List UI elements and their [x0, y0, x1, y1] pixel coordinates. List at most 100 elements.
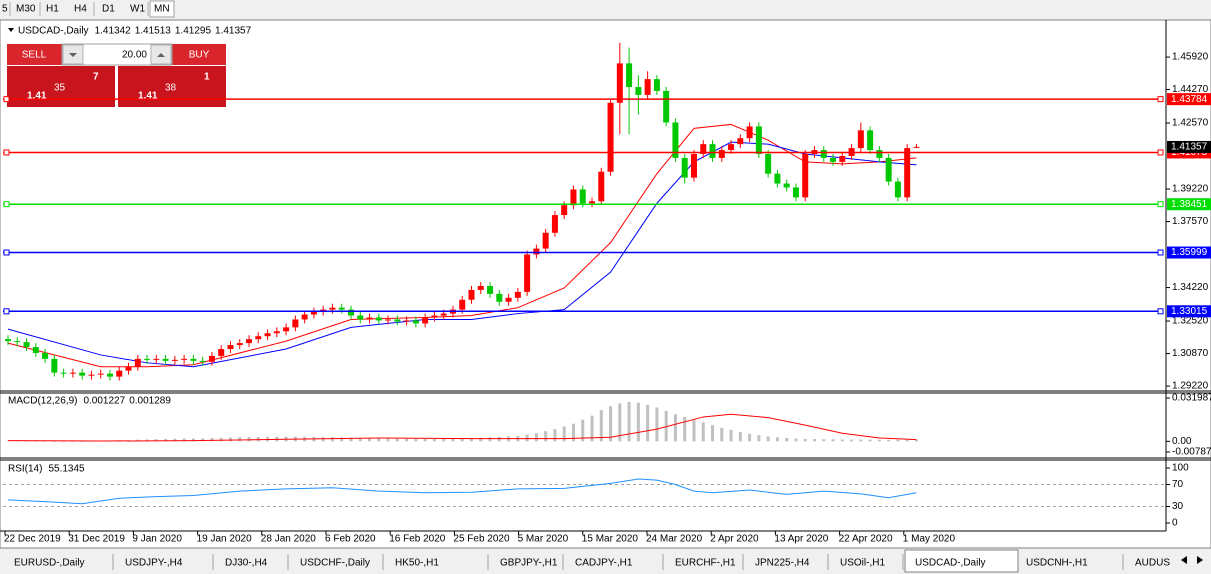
candle-body: [477, 285, 484, 290]
sell-price-box[interactable]: [7, 66, 115, 107]
y-tick-label: 1.44270: [1172, 84, 1209, 95]
macd-bar: [238, 437, 242, 442]
candle-body: [23, 342, 30, 348]
candle-body: [728, 144, 735, 151]
tab[interactable]: USDCAD-,Daily: [915, 558, 986, 569]
tab[interactable]: USDCHF-,Daily: [300, 558, 370, 569]
header-value: 1.41295: [175, 26, 212, 37]
macd-bar: [349, 437, 353, 442]
tab[interactable]: JPN225-,H4: [755, 558, 810, 569]
macd-bar: [609, 406, 613, 442]
y-tick-label: 1.32520: [1172, 316, 1209, 327]
y-tick-label: 0.031987: [1172, 393, 1211, 404]
timeframe-button[interactable]: H4: [74, 4, 87, 15]
macd-bar: [581, 419, 585, 442]
price-big: 1.41: [27, 91, 47, 102]
timeframe-button[interactable]: 5: [2, 4, 8, 15]
buy-price-box[interactable]: [118, 66, 226, 107]
price-main: 38: [165, 83, 177, 94]
candle-body: [51, 358, 58, 373]
header-value: 1.41342: [95, 26, 132, 37]
tab[interactable]: DJ30-,H4: [225, 558, 268, 569]
macd-bar: [655, 407, 659, 442]
level-handle: [3, 201, 10, 208]
timeframe-button[interactable]: D1: [102, 4, 115, 15]
macd-bar: [720, 427, 724, 442]
candle-body: [199, 360, 206, 362]
candle-body: [88, 374, 95, 376]
macd-bar: [432, 439, 436, 442]
buy-label[interactable]: BUY: [189, 50, 210, 61]
timeframe-button[interactable]: H1: [46, 4, 59, 15]
down-arrow: [69, 53, 77, 57]
current-price-bg: [1167, 140, 1211, 153]
chart-header-title: USDCAD-,Daily: [18, 26, 89, 37]
tab[interactable]: USDCNH-,H1: [1026, 558, 1088, 569]
candle-body: [190, 358, 197, 361]
tab[interactable]: CADJPY-,H1: [575, 558, 633, 569]
tab[interactable]: USOil-,H1: [840, 558, 885, 569]
candle-body: [255, 336, 262, 340]
candle-body: [106, 373, 113, 377]
sell-button[interactable]: [7, 44, 62, 65]
candle-body: [431, 315, 438, 318]
candle-body: [598, 171, 605, 202]
tab[interactable]: USDJPY-,H4: [125, 558, 183, 569]
candle-body: [765, 153, 772, 174]
level-label: 1.33015: [1171, 306, 1208, 317]
tab[interactable]: HK50-,H1: [395, 558, 439, 569]
macd-bar: [405, 438, 409, 442]
price-big: 1.41: [138, 91, 158, 102]
macd-bar: [877, 439, 881, 442]
tab-scroll-right[interactable]: [1197, 556, 1203, 564]
candle-body: [459, 299, 466, 310]
timeframe-button[interactable]: W1: [130, 4, 145, 15]
candle-body: [264, 333, 271, 337]
macd-bar: [52, 441, 56, 442]
x-tick-label: 24 Mar 2020: [646, 534, 703, 545]
macd-bar: [173, 438, 177, 442]
tab[interactable]: EURCHF-,H1: [675, 558, 736, 569]
candle-body: [644, 79, 651, 95]
level-handle: [3, 249, 10, 256]
macd-bar: [386, 438, 390, 442]
price-sup: 1: [204, 72, 210, 83]
macd-bar: [812, 439, 816, 442]
candle-body: [440, 313, 447, 316]
macd-bar: [627, 402, 631, 442]
candle-body: [626, 63, 633, 88]
volume[interactable]: 20.00: [122, 50, 147, 61]
macd-bar: [525, 434, 529, 442]
candle-body: [412, 320, 419, 324]
candle-body: [366, 317, 373, 320]
macd-bar: [210, 438, 214, 442]
buy-button[interactable]: [172, 44, 226, 65]
sell-label[interactable]: SELL: [22, 50, 47, 61]
candle-body: [227, 345, 234, 350]
candle-body: [505, 297, 512, 302]
candle-body: [97, 373, 104, 375]
macd-bar: [247, 437, 251, 442]
tab[interactable]: AUDUS: [1135, 558, 1170, 569]
candle-body: [208, 355, 215, 362]
candle-body: [904, 148, 911, 198]
candle-body: [125, 366, 132, 371]
tab[interactable]: EURUSD-,Daily: [14, 558, 85, 569]
y-tick-label: 1.30870: [1172, 348, 1209, 359]
volume-box[interactable]: [61, 43, 173, 66]
candle-body: [737, 138, 744, 145]
candle-body: [5, 339, 11, 342]
level-handle: [3, 96, 10, 103]
tab-scroll-left[interactable]: [1181, 556, 1187, 564]
macd-bar: [683, 416, 687, 442]
tab[interactable]: GBPJPY-,H1: [500, 558, 558, 569]
timeframe-button[interactable]: M30: [16, 4, 36, 15]
x-tick-label: 1 May 2020: [903, 534, 956, 545]
timeframe-button[interactable]: MN: [154, 4, 170, 15]
level-label-bg: [1167, 246, 1211, 259]
macd-bar: [673, 414, 677, 442]
x-tick-label: 28 Jan 2020: [261, 534, 316, 545]
candle-body: [310, 311, 317, 315]
x-tick-label: 22 Apr 2020: [839, 534, 893, 545]
